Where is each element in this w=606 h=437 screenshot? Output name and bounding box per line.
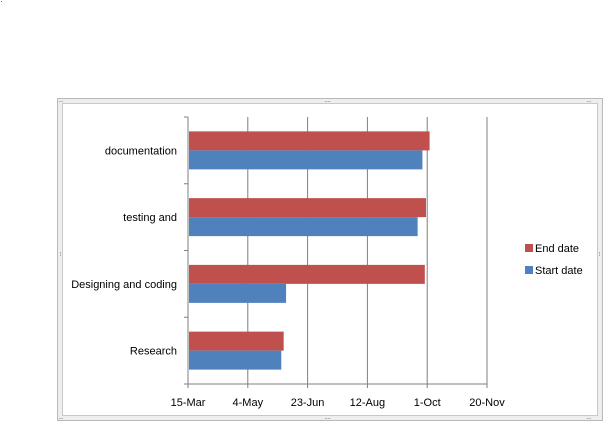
y-category-label: Designing and coding: [71, 279, 177, 291]
corner-handle-tl[interactable]: ∙∙∙: [58, 96, 63, 106]
bar-start-date: [189, 283, 287, 303]
bar-start-date: [189, 217, 418, 237]
x-tick-label: 1-Oct: [414, 397, 441, 409]
y-category-label: Research: [130, 346, 177, 358]
corner-handle-tr[interactable]: ∙∙∙: [586, 96, 591, 106]
bar-start-date: [189, 350, 282, 370]
resize-handle-left[interactable]: ∙∙∙: [56, 251, 66, 256]
x-tick-label: 4-May: [233, 397, 264, 409]
x-tick-label: 20-Nov: [469, 397, 505, 409]
x-tick-label: 23-Jun: [291, 397, 325, 409]
stray-pixel: [1, 1, 2, 2]
bar-end-date: [189, 198, 427, 218]
x-tick-label: 15-Mar: [171, 397, 206, 409]
corner-handle-bl[interactable]: ∙∙∙: [58, 413, 63, 423]
corner-handle-br[interactable]: ∙∙∙: [586, 413, 591, 423]
y-category-label: documentation: [105, 145, 177, 157]
x-tick-label: 12-Aug: [350, 397, 385, 409]
legend-swatch: [525, 266, 533, 274]
bar-start-date: [189, 150, 423, 170]
legend-label: End date: [535, 243, 579, 255]
bar-end-date: [189, 264, 425, 284]
bar-end-date: [189, 331, 284, 351]
bar-end-date: [189, 131, 430, 151]
resize-handle-bottom[interactable]: ∙∙∙∙: [324, 413, 331, 423]
legend-swatch: [525, 244, 533, 252]
y-category-label: testing and: [123, 212, 177, 224]
resize-handle-top[interactable]: ∙∙∙∙: [324, 96, 331, 106]
resize-handle-right[interactable]: ∙∙∙: [595, 251, 605, 256]
legend-label: Start date: [535, 265, 583, 277]
